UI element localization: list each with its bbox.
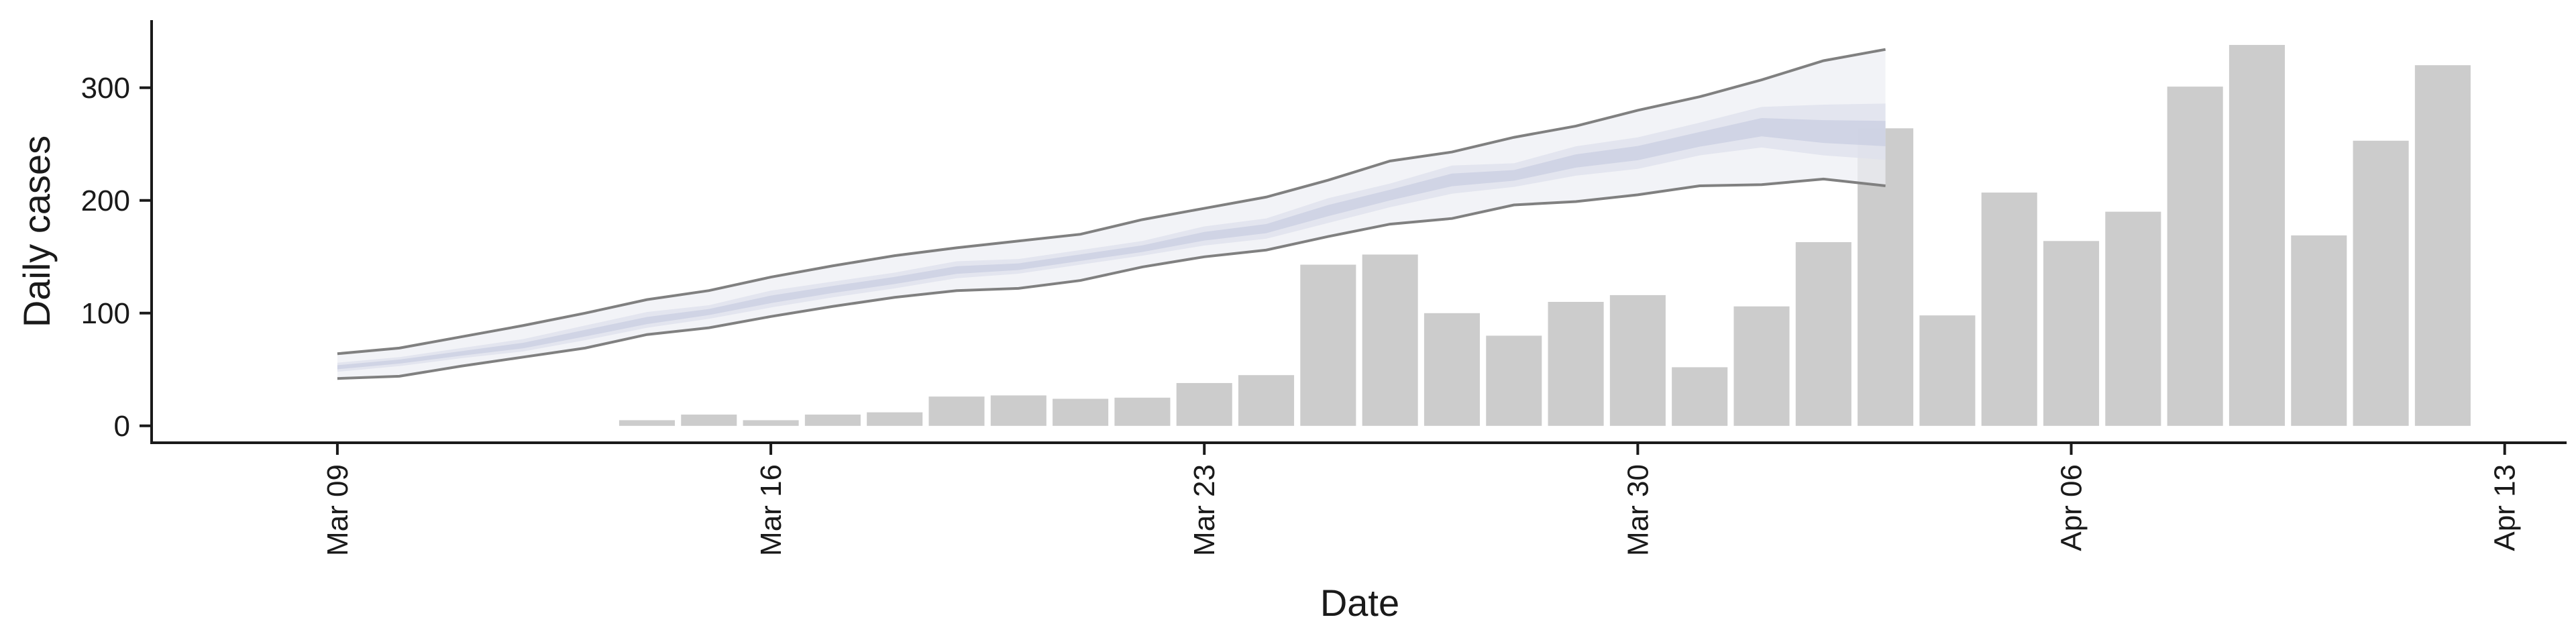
y-tick-label-200: 200	[81, 184, 130, 217]
bar-2020-04-02	[1795, 241, 1851, 426]
bar-2020-03-31	[1672, 367, 1728, 426]
x-tick-label-2020-03-09: Mar 09	[321, 464, 354, 556]
axes-layer	[150, 20, 2567, 444]
bar-2020-03-30	[1609, 294, 1666, 426]
x-axis-title: Date	[1320, 582, 1399, 624]
bar-2020-04-04	[1919, 315, 1976, 426]
y-axis-title: Daily cases	[15, 136, 58, 327]
bar-2020-03-16	[743, 420, 799, 426]
bars-layer	[619, 44, 2471, 426]
bar-2020-03-28	[1486, 335, 1542, 426]
bar-2020-03-15	[681, 415, 737, 426]
bar-2020-04-05	[1981, 193, 2037, 426]
y-tick-label-100: 100	[81, 297, 130, 330]
bar-2020-03-24	[1238, 375, 1295, 426]
x-tick-label-2020-03-16: Mar 16	[755, 464, 788, 556]
bar-2020-03-20	[990, 395, 1046, 426]
bar-2020-04-12	[2414, 65, 2471, 426]
y-tick-label-300: 300	[81, 72, 130, 105]
bar-2020-03-18	[867, 412, 923, 426]
x-tick-label-2020-04-06: Apr 06	[2055, 464, 2088, 551]
bar-2020-04-10	[2291, 235, 2347, 426]
y-ticks-layer: 0 100 200 300	[81, 72, 152, 443]
bar-2020-03-29	[1548, 302, 1604, 426]
x-ticks-layer: Mar 09 Mar 16 Mar 23 Mar 30 Apr 06 Apr 13	[321, 443, 2522, 556]
x-tick-label-2020-03-23: Mar 23	[1188, 464, 1221, 556]
bar-2020-03-21	[1053, 398, 1109, 426]
bar-2020-04-08	[2167, 87, 2223, 426]
bar-2020-03-17	[804, 415, 861, 426]
forecast-inner-band	[337, 117, 1886, 370]
forecast-outer-band	[337, 49, 1886, 379]
bar-2020-03-26	[1362, 254, 1418, 426]
bar-2020-03-25	[1300, 264, 1356, 426]
bar-2020-03-14	[619, 420, 675, 426]
forecast-layer	[337, 48, 1886, 380]
bar-2020-04-07	[2105, 211, 2161, 426]
bar-2020-04-11	[2353, 140, 2409, 426]
x-tick-label-2020-04-13: Apr 13	[2489, 464, 2522, 551]
y-tick-label-0: 0	[114, 410, 130, 443]
forecast-mid-band	[337, 103, 1886, 372]
forecast-upper-line	[337, 48, 1886, 356]
bar-2020-04-06	[2043, 241, 2100, 426]
bar-2020-03-22	[1114, 397, 1171, 426]
bar-2020-03-19	[928, 396, 985, 426]
bar-2020-04-09	[2229, 44, 2285, 426]
bar-2020-03-27	[1424, 313, 1480, 426]
forecast-lower-line	[337, 177, 1886, 380]
bar-2020-03-23	[1176, 382, 1232, 426]
x-tick-label-2020-03-30: Mar 30	[1621, 464, 1654, 556]
bar-2020-04-01	[1733, 306, 1790, 426]
